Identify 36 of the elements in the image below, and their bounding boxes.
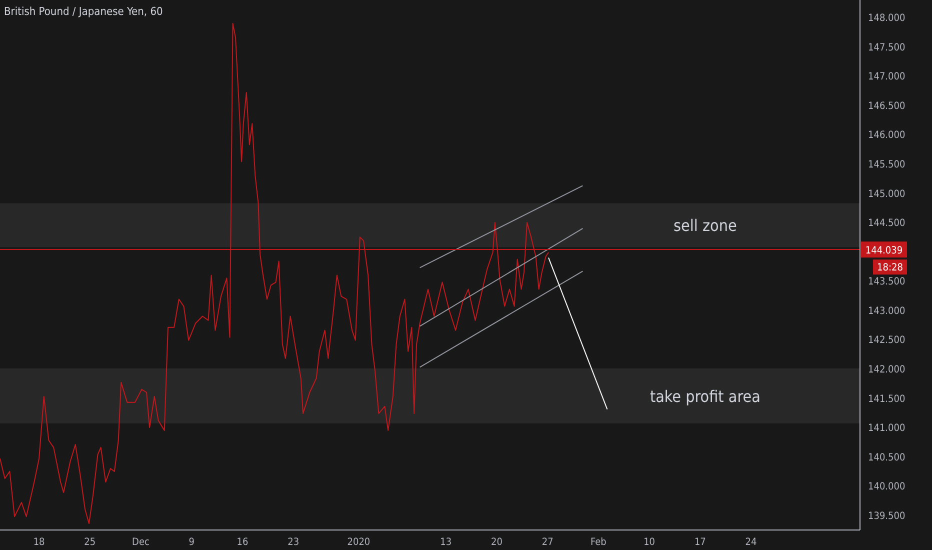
y-tick-label: 143.500 (868, 276, 906, 288)
y-tick-label: 141.500 (868, 394, 906, 405)
x-tick-label: 13 (440, 537, 452, 548)
x-tick-label: 2020 (347, 537, 370, 548)
text: British Pound / Japanese Yen, 60 (4, 5, 163, 18)
x-tick-label: Dec (132, 537, 150, 548)
x-tick-label: 27 (542, 537, 554, 548)
band-label: sell zone (674, 216, 737, 236)
y-tick-label: 145.000 (868, 188, 906, 200)
y-tick-label: 141.000 (868, 423, 906, 434)
y-tick-label: 144.500 (868, 218, 906, 230)
y-tick-label: 146.500 (868, 100, 906, 112)
y-tick-label: 147.000 (868, 72, 906, 83)
x-tick-label: 10 (644, 537, 656, 548)
x-tick-label: 25 (84, 537, 96, 548)
ref-line-label: 144.039 (865, 246, 903, 257)
x-tick-label: 16 (236, 537, 248, 548)
text: 18:28 (877, 262, 904, 274)
x-tick-label: Feb (590, 537, 607, 548)
y-tick-label: 139.500 (868, 510, 906, 522)
y-tick-label: 145.500 (868, 160, 906, 171)
x-tick-label: 20 (491, 537, 503, 548)
y-tick-label: 140.000 (868, 482, 906, 493)
x-tick-label: 24 (745, 537, 758, 548)
x-tick-label: 18 (33, 537, 46, 548)
y-tick-label: 146.000 (868, 130, 906, 142)
x-tick-label: 9 (188, 537, 195, 548)
y-tick-label: 148.000 (868, 13, 906, 24)
y-tick-label: 147.500 (868, 42, 906, 54)
x-tick-label: 17 (694, 537, 706, 548)
x-tick-label: 23 (288, 537, 300, 548)
y-tick-label: 140.500 (868, 452, 906, 464)
y-tick-label: 143.000 (868, 306, 906, 317)
y-tick-label: 142.000 (868, 364, 906, 376)
band-label: take profit area (650, 386, 760, 406)
y-tick-label: 142.500 (868, 335, 906, 346)
